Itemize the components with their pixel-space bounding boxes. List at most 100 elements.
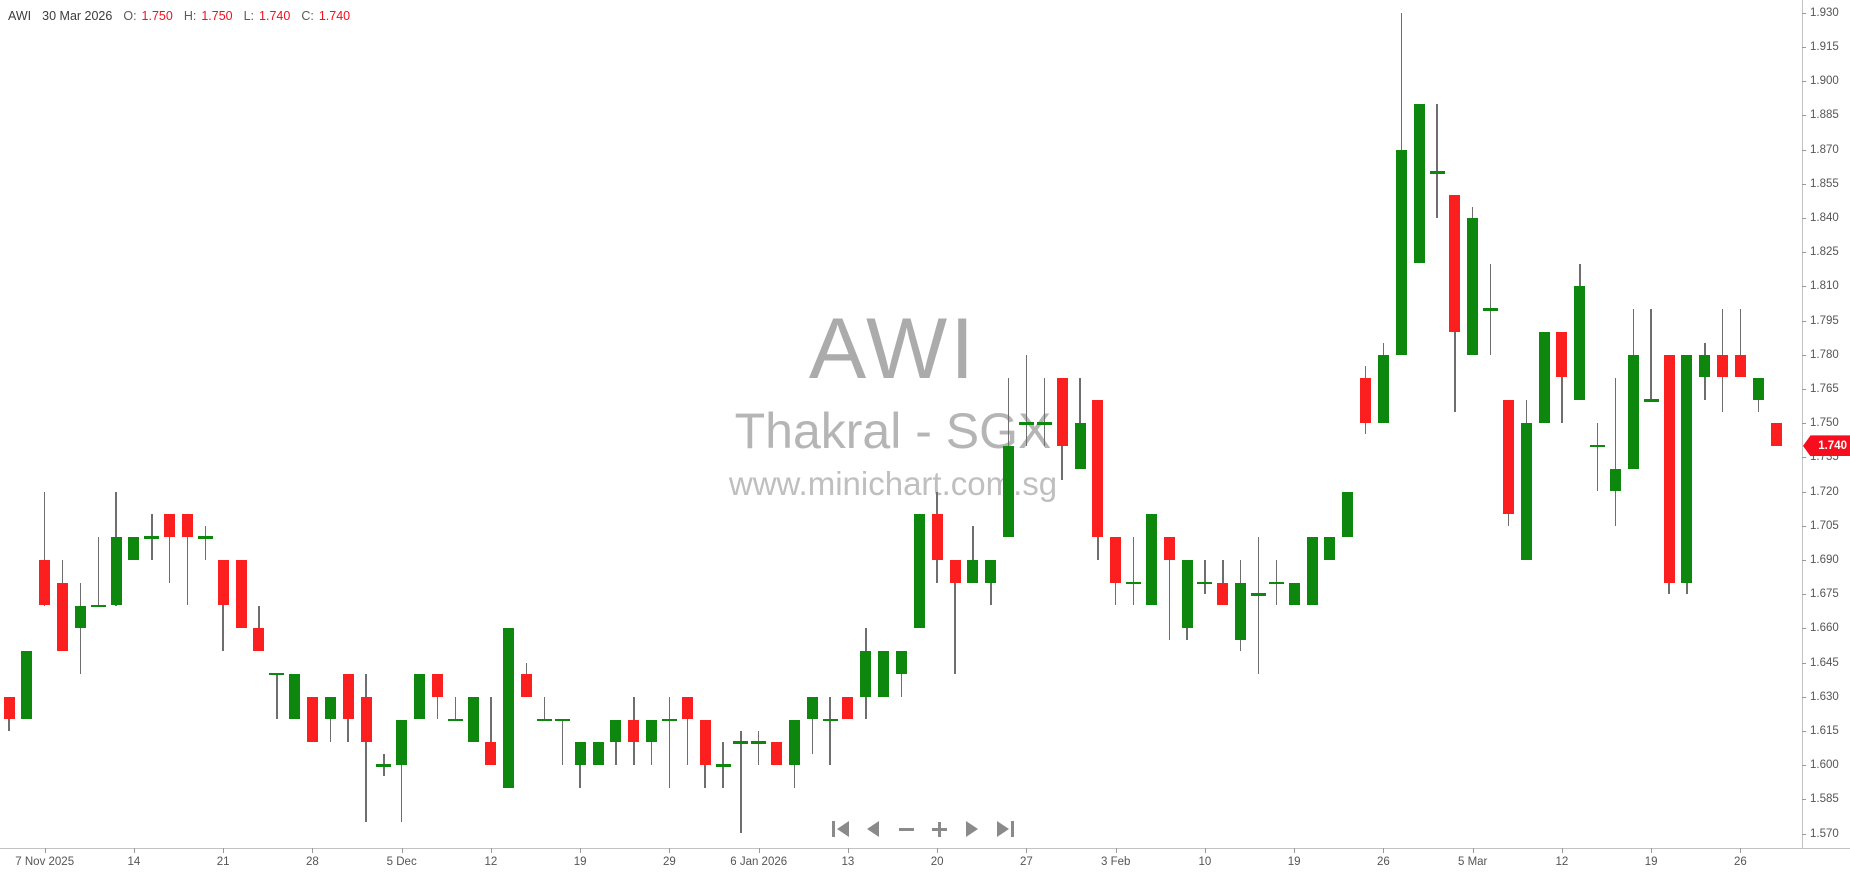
candle-body[interactable] [503,628,515,788]
candle-body[interactable] [164,514,176,538]
candle-body[interactable] [396,719,408,766]
candle-body[interactable] [1110,537,1122,583]
candle-body[interactable] [289,673,301,720]
candle-doji-dash[interactable] [661,718,677,721]
candle-body[interactable] [1770,423,1782,446]
skip-to-end-button[interactable] [993,817,1017,841]
candle-body[interactable] [1003,445,1015,538]
candle-doji-dash[interactable] [447,718,463,721]
candle-body[interactable] [1574,286,1586,401]
candle-body[interactable] [878,651,890,697]
candle-doji-dash[interactable] [376,764,392,767]
candle-body[interactable] [806,696,818,720]
candle-body[interactable] [610,719,622,743]
candle-body[interactable] [414,673,426,720]
candle-body[interactable] [1627,354,1639,469]
candle-body[interactable] [3,696,15,720]
candle-doji-dash[interactable] [822,718,838,721]
candle-body[interactable] [1502,400,1514,515]
candle-body[interactable] [699,719,711,766]
candle-body[interactable] [1538,331,1550,424]
candle-body[interactable] [1360,377,1372,424]
candle-body[interactable] [74,605,86,629]
candle-body[interactable] [1181,559,1193,629]
candle-doji-dash[interactable] [1018,422,1034,425]
candle-body[interactable] [1377,354,1389,424]
candle-doji-dash[interactable] [715,764,731,767]
candle-body[interactable] [110,537,122,606]
candle-body[interactable] [1324,537,1336,560]
candle-body[interactable] [1342,491,1354,538]
candle-body[interactable] [1288,582,1300,606]
candle-doji-dash[interactable] [144,536,160,539]
candle-doji-dash[interactable] [197,536,213,539]
candle-body[interactable] [1734,354,1746,378]
candle-doji-dash[interactable] [751,741,767,744]
candle-body[interactable] [771,742,783,766]
candle-body[interactable] [21,651,33,720]
candle-body[interactable] [1092,400,1104,538]
candle-body[interactable] [521,673,533,697]
candle-body[interactable] [1752,377,1764,401]
candle-body[interactable] [485,742,497,766]
candle-body[interactable] [467,696,479,743]
candle-doji-dash[interactable] [1643,399,1659,402]
candle-body[interactable] [1413,103,1425,264]
candle-body[interactable] [1467,217,1479,355]
candle-body[interactable] [1520,423,1532,560]
candle-body[interactable] [931,514,943,560]
step-forward-button[interactable] [960,817,984,841]
candle-doji-dash[interactable] [733,741,749,744]
candle-body[interactable] [985,559,997,583]
zoom-out-button[interactable] [894,817,918,841]
step-back-button[interactable] [861,817,885,841]
candle-body[interactable] [39,559,51,606]
candle-doji-dash[interactable] [1197,581,1213,585]
candle-body[interactable] [1717,354,1729,378]
candle-body[interactable] [788,719,800,766]
candle-body[interactable] [574,742,586,766]
candle-body[interactable] [324,696,336,720]
candle-body[interactable] [646,719,658,743]
candle-body[interactable] [360,696,372,743]
candle-doji-dash[interactable] [1036,422,1052,425]
candle-doji-dash[interactable] [537,718,552,721]
candle-body[interactable] [681,696,693,720]
candle-body[interactable] [342,673,354,720]
candle-body[interactable] [57,582,69,652]
candle-body[interactable] [1074,423,1086,469]
candle-body[interactable] [896,651,907,674]
candle-doji-dash[interactable] [1126,581,1142,585]
candle-body[interactable] [628,719,640,743]
candle-doji-dash[interactable] [1268,581,1284,585]
candle-body[interactable] [431,673,443,697]
candle-body[interactable] [306,696,318,743]
candle-body[interactable] [128,537,140,560]
candle-body[interactable] [913,514,925,629]
candle-body[interactable] [967,559,979,583]
candle-body[interactable] [1556,331,1568,378]
candle-doji-dash[interactable] [1483,308,1499,311]
candle-body[interactable] [235,559,247,629]
candle-body[interactable] [1395,149,1407,355]
candle-doji-dash[interactable] [1251,593,1266,596]
candle-body[interactable] [1235,582,1247,640]
skip-to-start-button[interactable] [828,817,852,841]
candle-body[interactable] [1610,468,1621,492]
candle-body[interactable] [1056,377,1068,446]
candle-body[interactable] [1663,354,1675,583]
candle-body[interactable] [1681,354,1693,583]
candle-body[interactable] [1306,537,1318,606]
candle-body[interactable] [592,742,604,766]
candle-doji-dash[interactable] [269,672,285,676]
zoom-in-button[interactable] [927,817,951,841]
candle-body[interactable] [1699,354,1711,378]
candle-body[interactable] [217,559,229,606]
candle-body[interactable] [1449,195,1461,332]
candle-body[interactable] [1145,514,1157,606]
candle-body[interactable] [182,514,193,538]
candle-body[interactable] [949,559,961,583]
candle-body[interactable] [842,696,854,720]
candle-body[interactable] [253,628,265,652]
